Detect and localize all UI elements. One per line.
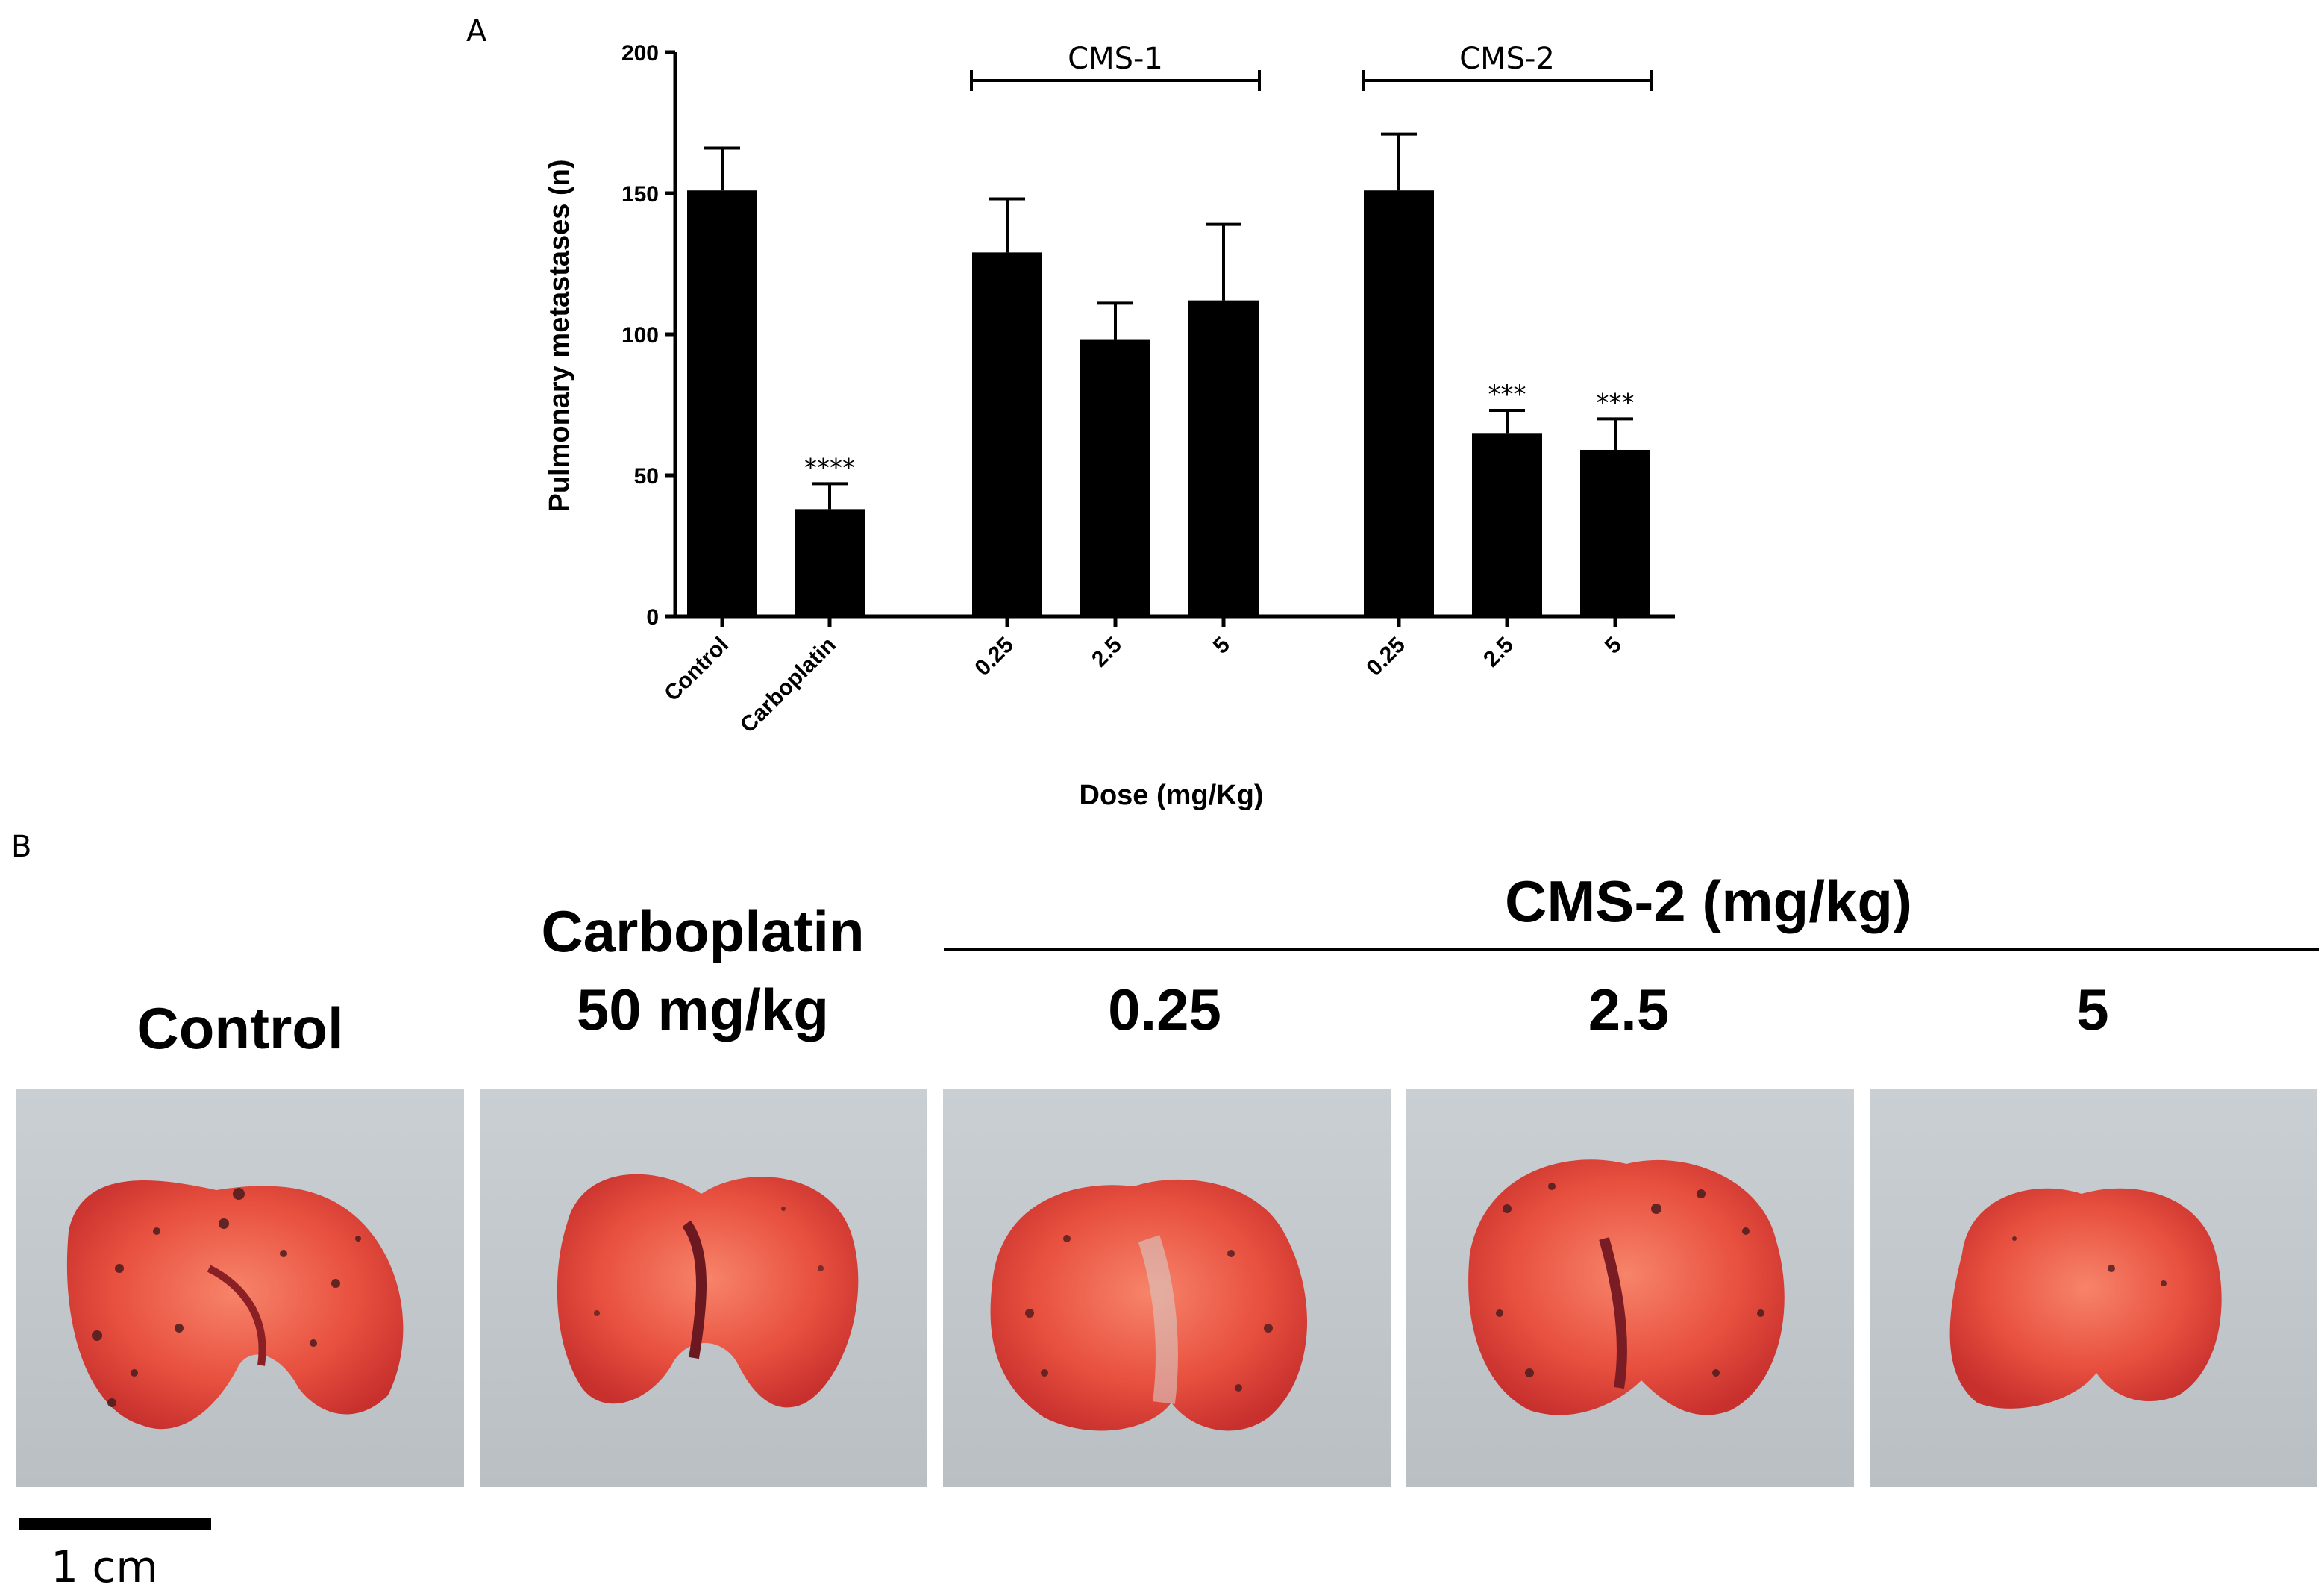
column-title-carboplatin: Carboplatin (541, 898, 864, 964)
bar (1472, 433, 1542, 616)
x-axis (674, 614, 1675, 627)
significance-label: *** (1597, 388, 1635, 418)
bar (1188, 300, 1259, 616)
x-tick-label: 0.25 (970, 633, 1018, 681)
y-tick-label: 50 (634, 464, 659, 489)
column-title-cms2-5: 5 (2076, 977, 2108, 1042)
panel-a-label: A (466, 14, 487, 48)
x-tick-label: 2.5 (1087, 633, 1127, 672)
group-label: CMS-2 (1459, 42, 1555, 76)
bars (687, 190, 1650, 617)
scale-bar (19, 1518, 211, 1530)
bar (972, 252, 1042, 616)
bar (687, 190, 757, 617)
x-tick-label: 0.25 (1362, 633, 1410, 681)
lung-photo-cms2-5 (1870, 1089, 2317, 1487)
x-tick-label: 2.5 (1479, 633, 1518, 672)
x-tick-labels: Control Carboplatin 0.25 2.5 5 0.25 2.5 5 (660, 633, 1626, 738)
column-title-carboplatin-dose: 50 mg/kg (577, 977, 829, 1042)
lung-photo-carboplatin (480, 1089, 927, 1487)
panel-b-label: B (11, 830, 31, 864)
x-tick-label: 5 (1209, 633, 1235, 659)
y-axis-title: Pulmonary metastases (n) (544, 159, 575, 512)
significance-label: *** (1488, 380, 1526, 410)
significance-label: **** (804, 453, 855, 483)
error-bars (704, 132, 1633, 510)
lung-photo-control (16, 1089, 464, 1487)
y-tick-label: 100 (621, 323, 659, 348)
y-tick-label: 0 (646, 605, 659, 630)
lung-photo-cms2-0-25 (943, 1089, 1391, 1487)
x-tick-label: Control (660, 633, 733, 707)
y-tick-label: 200 (621, 41, 659, 66)
column-title-cms2-2-5: 2.5 (1588, 977, 1669, 1042)
x-tick-label: 5 (1600, 633, 1626, 659)
group-label: CMS-1 (1068, 42, 1163, 76)
column-title-cms2-0-25: 0.25 (1108, 977, 1221, 1042)
column-title-control: Control (137, 995, 343, 1061)
bar (1364, 190, 1434, 617)
group-brackets: CMS-1 CMS-2 (970, 42, 1653, 91)
lung-photo-cms2-2-5 (1406, 1089, 1854, 1487)
significance-labels: ******* *** (804, 380, 1635, 483)
bar (1080, 339, 1150, 616)
bar (795, 509, 865, 616)
y-tick-label: 150 (621, 182, 659, 207)
x-axis-title: Dose (mg/Kg) (1080, 780, 1264, 811)
y-axis: 0 50 100 150 200 (621, 41, 677, 630)
cms2-group-header: CMS-2 (mg/kg) (1505, 869, 1912, 934)
bar (1580, 449, 1650, 616)
x-tick-label: Carboplatin (736, 633, 841, 738)
scale-bar-label: 1 cm (51, 1542, 158, 1592)
